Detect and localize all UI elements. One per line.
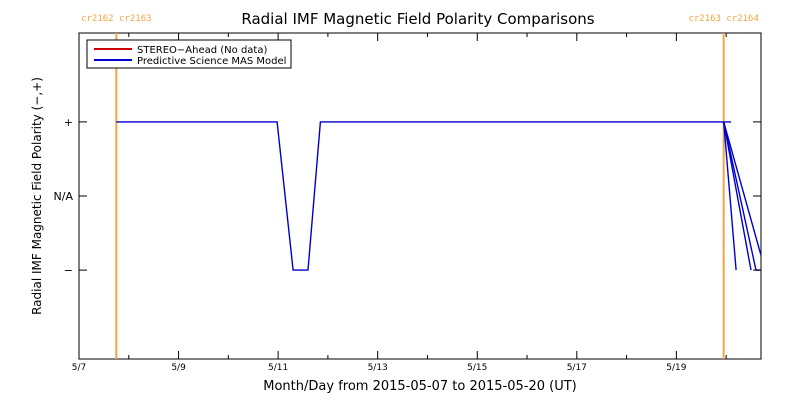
x-axis: 5/7 5/9 5/11 5/13 5/15 5/17 5/19 <box>72 33 727 373</box>
x-tick-label-3: 5/13 <box>368 363 388 373</box>
legend-label-model: Predictive Science MAS Model <box>137 56 286 67</box>
x-tick-label-2: 5/11 <box>268 363 288 373</box>
legend: STEREO−Ahead (No data) Predictive Scienc… <box>86 39 292 69</box>
x-axis-label: Month/Day from 2015-05-07 to 2015-05-20 … <box>263 379 576 394</box>
y-tick-label-2: − <box>64 264 73 277</box>
series-line-2 <box>723 121 752 271</box>
series-line-1 <box>723 121 737 271</box>
y-axis: + N/A − <box>54 116 761 277</box>
x-tick-label-5: 5/17 <box>567 363 587 373</box>
legend-box <box>86 39 292 69</box>
x-tick-label-1: 5/9 <box>171 363 186 373</box>
legend-label-stereo: STEREO−Ahead (No data) <box>137 45 267 56</box>
y-tick-label-0: + <box>64 116 73 129</box>
x-tick-label-4: 5/15 <box>467 363 487 373</box>
x-tick-label-0: 5/7 <box>72 363 86 373</box>
y-tick-label-1: N/A <box>54 190 74 203</box>
series-line-0 <box>116 121 732 271</box>
x-tick-label-6: 5/19 <box>666 363 686 373</box>
series-layer <box>116 121 762 271</box>
chart-title: Radial IMF Magnetic Field Polarity Compa… <box>241 10 594 28</box>
carrington-boundary-label-0: cr2162 cr2163 <box>81 14 151 24</box>
plot-frame <box>78 32 762 360</box>
carrington-boundary-label-1: cr2163 cr2164 <box>688 14 758 24</box>
carrington-boundaries: cr2162 cr2163 cr2163 cr2164 <box>81 14 759 359</box>
series-line-4 <box>723 121 762 256</box>
y-axis-label: Radial IMF Magnetic Field Polarity (−,+) <box>30 77 44 315</box>
